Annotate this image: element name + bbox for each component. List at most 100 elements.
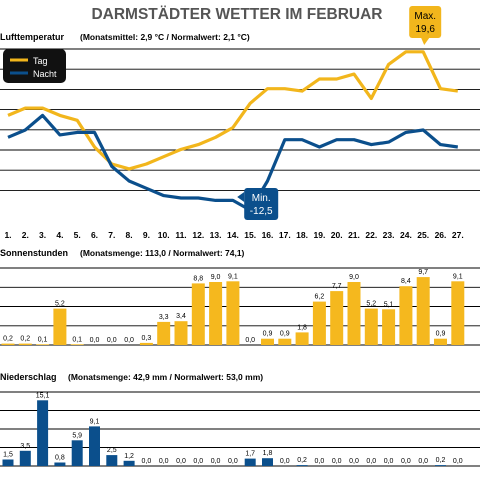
day-tick-label: 4. (56, 230, 63, 240)
min-callout-box (244, 188, 279, 220)
min-callout-label: Min. (252, 193, 271, 204)
sun-bar (36, 344, 50, 345)
sun-bar (451, 281, 465, 345)
rain-value-label: 1,2 (124, 453, 134, 460)
rain-value-label: 0,0 (159, 458, 169, 465)
sun-bar (416, 277, 430, 345)
rain-value-label: 1,7 (245, 451, 255, 458)
rain-value-label: 1,5 (3, 452, 13, 459)
sun-value-label: 0,1 (38, 336, 48, 343)
max-callout-value: 19,6 (415, 24, 435, 35)
sun-value-label: 6,2 (315, 294, 325, 301)
sun-value-label: 7,7 (332, 283, 342, 290)
rain-value-label: 0,0 (384, 458, 394, 465)
day-tick-label: 16. (262, 230, 274, 240)
sun-bar (295, 332, 309, 345)
rain-value-label: 0,2 (297, 457, 307, 464)
sun-bar (209, 282, 223, 345)
sun-bar (1, 343, 15, 345)
day-tick-label: 5. (74, 230, 81, 240)
sun-bar (364, 308, 378, 345)
temp-line-nacht (7, 113, 459, 212)
rain-bar (123, 460, 135, 466)
rain-value-label: 1,8 (263, 450, 273, 457)
rain-bar (296, 465, 308, 466)
day-tick-label: 18. (296, 230, 308, 240)
temp-subtitle: (Monatsmittel: 2,9 °C / Normalwert: 2,1 … (80, 32, 250, 42)
rain-bar (2, 459, 14, 466)
sun-value-label: 3,4 (176, 313, 186, 320)
sun-value-label: 0,9 (263, 331, 273, 338)
sun-value-label: 0,9 (436, 331, 446, 338)
day-tick-label: 11. (175, 230, 186, 240)
temperature-legend: Tag Nacht (3, 49, 66, 83)
sun-bar (330, 291, 344, 345)
sun-value-label: 0,0 (90, 337, 100, 344)
rain-value-label: 3,5 (20, 443, 30, 450)
sun-subtitle: (Monatsmenge: 113,0 / Normalwert: 74,1) (80, 248, 245, 258)
rain-value-label: 0,0 (142, 458, 152, 465)
min-callout-pointer (237, 192, 245, 202)
rain-value-label: 0,2 (436, 457, 446, 464)
rain-value-label: 0,0 (418, 458, 428, 465)
sun-value-label: 0,0 (245, 337, 255, 344)
temp-title: Lufttemperatur (0, 32, 64, 42)
sun-title: Sonnenstunden (0, 248, 68, 258)
sun-value-label: 9,1 (228, 273, 238, 280)
max-callout-box (409, 6, 442, 38)
day-tick-label: 27. (452, 230, 464, 240)
sun-bar (139, 342, 153, 345)
day-tick-label: 8. (126, 230, 133, 240)
sun-value-label: 0,2 (3, 336, 13, 343)
rain-value-label: 0,0 (193, 458, 203, 465)
legend-nacht-label: Nacht (33, 69, 57, 79)
rain-bar (435, 465, 446, 466)
rain-bar (89, 426, 100, 466)
rain-value-label: 0,0 (211, 458, 221, 465)
day-tick-label: 24. (400, 230, 412, 240)
day-tick-label: 20. (331, 230, 343, 240)
sun-value-label: 9,1 (453, 273, 463, 280)
rain-bar (37, 400, 49, 466)
sun-value-label: 0,1 (72, 336, 82, 343)
rain-value-label: 0,0 (332, 458, 342, 465)
day-tick-label: 3. (39, 230, 46, 240)
sun-value-label: 9,0 (349, 274, 359, 281)
rain-bar (244, 458, 256, 466)
sun-value-label: 0,9 (280, 331, 290, 338)
temp-line-tag (7, 50, 459, 171)
rain-value-label: 15,1 (36, 392, 50, 399)
rain-subtitle: (Monatsmenge: 42,9 mm / Normalwert: 53,0… (68, 372, 263, 382)
rain-value-label: 0,0 (349, 458, 359, 465)
rain-bar (54, 462, 66, 466)
day-tick-label: 7. (108, 230, 115, 240)
rain-value-label: 0,0 (366, 458, 376, 465)
rain-value-label: 0,0 (176, 458, 186, 465)
sun-bar (53, 308, 67, 345)
rain-value-label: 9,1 (90, 418, 100, 425)
rain-bar (19, 450, 31, 466)
day-tick-label: 21. (348, 230, 360, 240)
sun-bar (70, 344, 84, 345)
page-title: DARMSTÄDTER WETTER IM FEBRUAR (91, 6, 382, 23)
temperature-panel: Lufttemperatur (Monatsmittel: 2,9 °C / No… (0, 6, 480, 240)
day-tick-label: 14. (227, 230, 239, 240)
sun-value-label: 0,3 (142, 335, 152, 342)
rain-title: Niederschlag (0, 372, 57, 382)
day-tick-label: 23. (383, 230, 395, 240)
day-tick-label: 19. (313, 230, 325, 240)
day-tick-label: 17. (279, 230, 291, 240)
sun-value-label: 5,2 (366, 301, 376, 308)
sun-value-label: 0,2 (20, 336, 30, 343)
sunshine-panel: Sonnenstunden (Monatsmenge: 113,0 / Norma… (0, 248, 480, 346)
sun-value-label: 8,8 (193, 275, 203, 282)
sun-bar (347, 282, 361, 345)
sun-value-label: 8,4 (401, 278, 411, 285)
day-tick-label: 9. (143, 230, 150, 240)
rain-value-label: 2,5 (107, 447, 117, 454)
rain-bar (106, 455, 118, 466)
sun-bar (261, 338, 274, 345)
day-tick-label: 6. (91, 230, 98, 240)
rain-value-label: 0,0 (280, 458, 290, 465)
